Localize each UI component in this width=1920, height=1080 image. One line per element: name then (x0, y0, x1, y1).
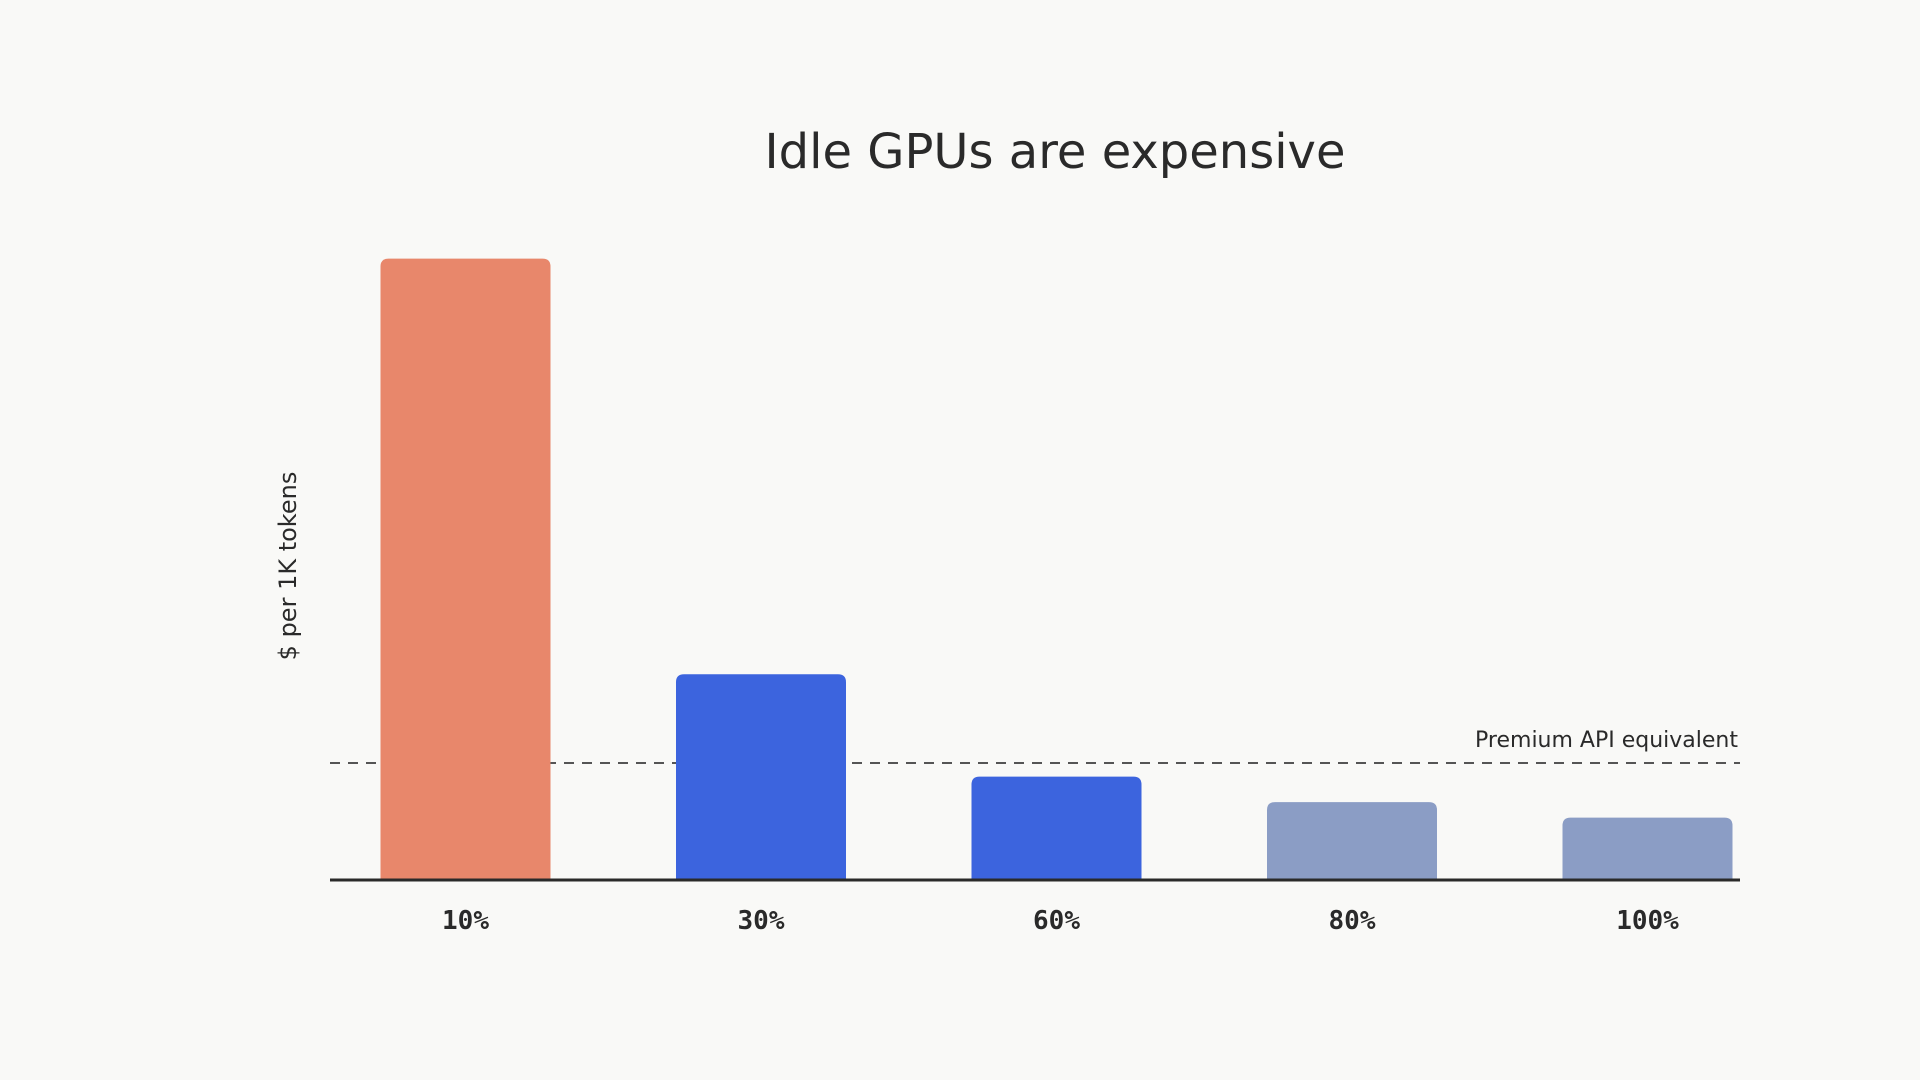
x-tick-label: 100% (1616, 906, 1679, 936)
x-tick-label: 80% (1329, 906, 1376, 936)
bar-80pct (1267, 802, 1437, 879)
bar-30pct (676, 674, 846, 879)
bar-100pct (1562, 817, 1733, 879)
x-tick-label: 10% (442, 906, 489, 936)
chart-title: Idle GPUs are expensive (765, 124, 1346, 180)
bar-10pct (380, 258, 551, 879)
reference-line-label: Premium API equivalent (1475, 728, 1738, 753)
x-tick-labels: 10% 30% 60% 80% 100% (442, 906, 1679, 936)
bars-group (380, 258, 1733, 879)
x-tick-label: 60% (1033, 906, 1080, 936)
x-tick-label: 30% (738, 906, 785, 936)
y-axis-label: $ per 1K tokens (274, 472, 302, 661)
bar-60pct (971, 776, 1142, 879)
